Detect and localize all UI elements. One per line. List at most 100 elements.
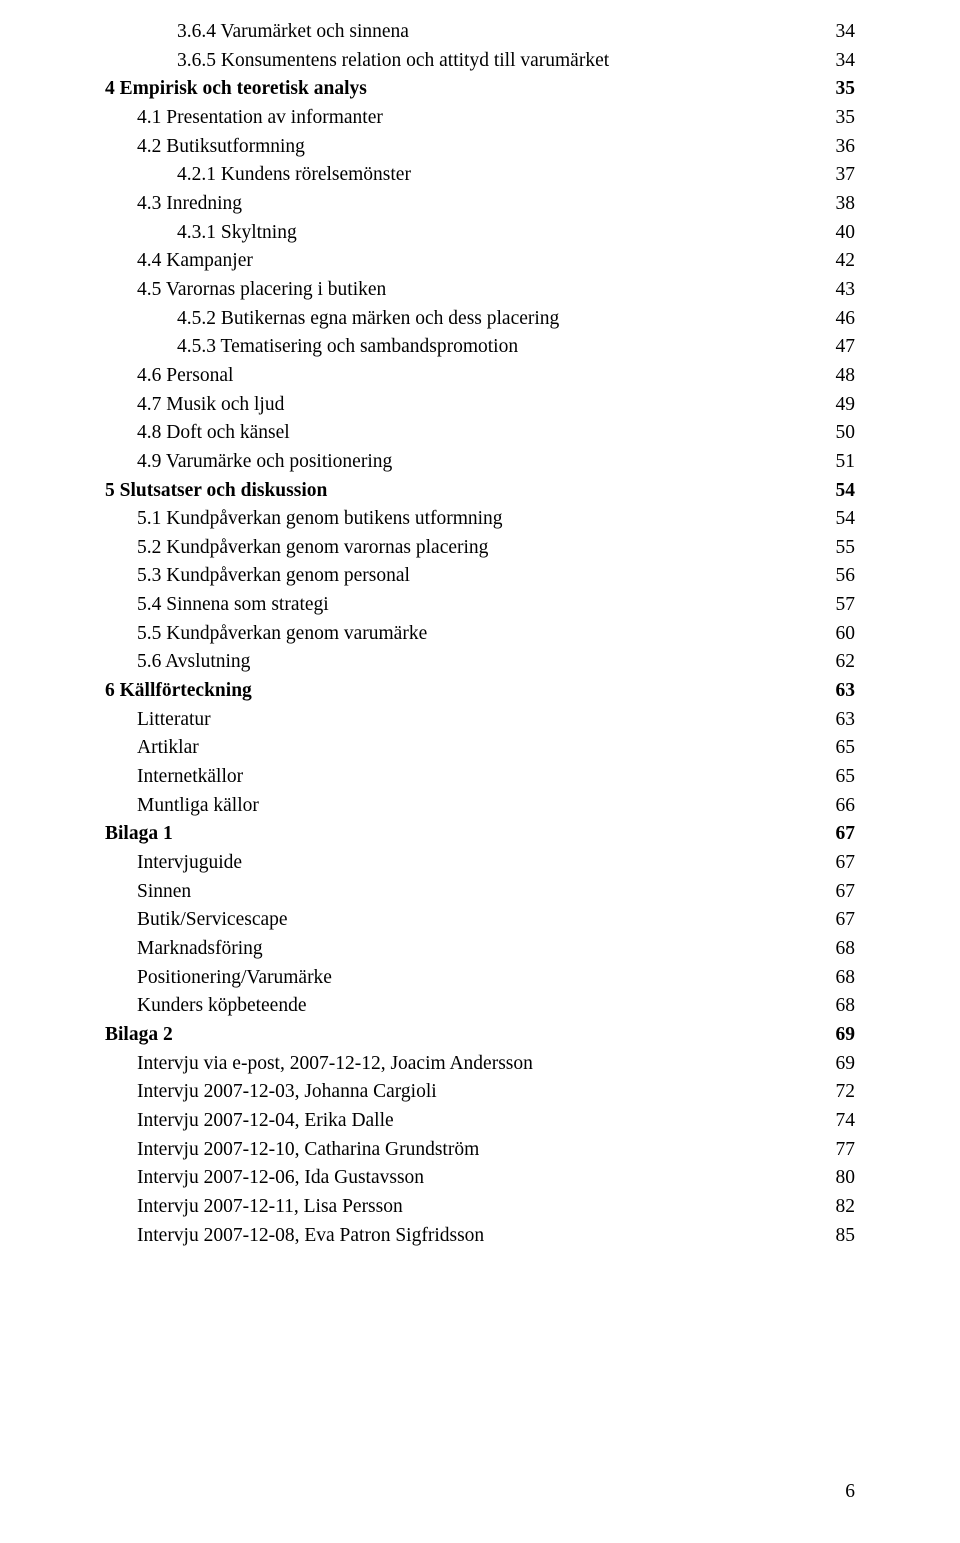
toc-entry-label: 5 Slutsatser och diskussion [105, 477, 327, 506]
toc-entry-page: 49 [832, 391, 856, 420]
toc-entry-label: 3.6.5 Konsumentens relation och attityd … [177, 47, 609, 76]
toc-entry: Intervju 2007-12-06, Ida Gustavsson 80 [105, 1164, 855, 1193]
toc-entry: 6 Källförteckning63 [105, 677, 855, 706]
toc-entry-page: 63 [832, 706, 856, 735]
toc-entry-label: 5.5 Kundpåverkan genom varumärke [137, 620, 427, 649]
toc-entry-page: 72 [832, 1078, 856, 1107]
toc-entry-label: 4.5.2 Butikernas egna märken och dess pl… [177, 305, 559, 334]
toc-entry-page: 43 [832, 276, 856, 305]
toc-entry-label: Bilaga 2 [105, 1021, 173, 1050]
toc-entry-page: 54 [832, 505, 856, 534]
toc-entry-label: Sinnen [137, 878, 191, 907]
toc-entry-label: Muntliga källor [137, 792, 259, 821]
toc-entry: 3.6.5 Konsumentens relation och attityd … [105, 47, 855, 76]
toc-entry: Intervju 2007-12-08, Eva Patron Sigfrids… [105, 1222, 855, 1251]
toc-entry: 4.3.1 Skyltning40 [105, 219, 855, 248]
toc-entry: Intervjuguide 67 [105, 849, 855, 878]
toc-entry-page: 80 [832, 1164, 856, 1193]
toc-entry-page: 34 [832, 47, 856, 76]
toc-entry-label: Intervju 2007-12-11, Lisa Persson [137, 1193, 403, 1222]
toc-entry-page: 69 [832, 1021, 856, 1050]
toc-entry-page: 54 [832, 477, 856, 506]
toc-entry-label: Marknadsföring [137, 935, 263, 964]
page-number: 6 [845, 1481, 855, 1503]
toc-entry-label: 4.2.1 Kundens rörelsemönster [177, 161, 411, 190]
toc-entry-page: 68 [832, 935, 856, 964]
toc-entry-page: 56 [832, 562, 856, 591]
toc-entry-page: 74 [832, 1107, 856, 1136]
toc-entry-label: 4.6 Personal [137, 362, 233, 391]
toc-entry-page: 51 [832, 448, 856, 477]
toc-entry: Intervju 2007-12-04, Erika Dalle74 [105, 1107, 855, 1136]
toc-entry-page: 47 [832, 333, 856, 362]
toc-entry-page: 67 [832, 820, 856, 849]
toc-entry-label: 4.3.1 Skyltning [177, 219, 297, 248]
toc-entry-page: 35 [832, 104, 856, 133]
toc-entry-label: 4.5 Varornas placering i butiken [137, 276, 386, 305]
toc-entry-label: 3.6.4 Varumärket och sinnena [177, 18, 409, 47]
toc-entry-page: 55 [832, 534, 856, 563]
toc-entry-label: Kunders köpbeteende [137, 992, 306, 1021]
toc-entry-label: 4.4 Kampanjer [137, 247, 253, 276]
toc-entry-label: 6 Källförteckning [105, 677, 252, 706]
toc-entry-page: 85 [832, 1222, 856, 1251]
toc-entry: 5 Slutsatser och diskussion 54 [105, 477, 855, 506]
table-of-contents: 3.6.4 Varumärket och sinnena 34 3.6.5 Kons… [105, 18, 855, 1250]
toc-entry-page: 67 [832, 906, 856, 935]
toc-entry-label: Bilaga 1 [105, 820, 173, 849]
toc-entry-label: Positionering/Varumärke [137, 964, 332, 993]
toc-entry-page: 77 [832, 1136, 856, 1165]
toc-entry-page: 42 [832, 247, 856, 276]
toc-entry: 4.5 Varornas placering i butiken 43 [105, 276, 855, 305]
toc-entry-label: 5.3 Kundpåverkan genom personal [137, 562, 410, 591]
toc-entry: Bilaga 2 69 [105, 1021, 855, 1050]
toc-entry: 4.2 Butiksutformning36 [105, 133, 855, 162]
toc-entry: Positionering/Varumärke 68 [105, 964, 855, 993]
toc-entry: Artiklar65 [105, 734, 855, 763]
toc-entry: 5.2 Kundpåverkan genom varornas placerin… [105, 534, 855, 563]
toc-entry-label: 4.9 Varumärke och positionering [137, 448, 392, 477]
toc-entry-label: 4.3 Inredning [137, 190, 242, 219]
toc-entry: 5.1 Kundpåverkan genom butikens utformni… [105, 505, 855, 534]
toc-entry-label: Intervju 2007-12-08, Eva Patron Sigfrids… [137, 1222, 484, 1251]
toc-entry-label: 4.1 Presentation av informanter [137, 104, 383, 133]
toc-entry: Kunders köpbeteende68 [105, 992, 855, 1021]
toc-entry: 4.7 Musik och ljud 49 [105, 391, 855, 420]
toc-entry-label: Intervju 2007-12-10, Catharina Grundströ… [137, 1136, 479, 1165]
toc-entry: 4.3 Inredning38 [105, 190, 855, 219]
toc-entry: 4.2.1 Kundens rörelsemönster37 [105, 161, 855, 190]
toc-entry: 4.5.3 Tematisering och sambandspromotion… [105, 333, 855, 362]
toc-entry: Intervju 2007-12-03, Johanna Cargioli 72 [105, 1078, 855, 1107]
toc-entry-label: 4 Empirisk och teoretisk analys [105, 75, 367, 104]
toc-entry: 5.6 Avslutning62 [105, 648, 855, 677]
toc-entry-label: 4.7 Musik och ljud [137, 391, 284, 420]
toc-entry-page: 60 [832, 620, 856, 649]
toc-entry: Bilaga 1 67 [105, 820, 855, 849]
toc-entry-label: Litteratur [137, 706, 211, 735]
toc-entry-page: 34 [832, 18, 856, 47]
toc-entry-page: 69 [832, 1050, 856, 1079]
toc-entry-label: Intervjuguide [137, 849, 242, 878]
toc-entry: Intervju 2007-12-10, Catharina Grundströ… [105, 1136, 855, 1165]
toc-entry-label: Butik/Servicescape [137, 906, 288, 935]
toc-entry: 4.8 Doft och känsel50 [105, 419, 855, 448]
toc-entry-label: 4.5.3 Tematisering och sambandspromotion [177, 333, 518, 362]
toc-entry-label: 5.2 Kundpåverkan genom varornas placerin… [137, 534, 488, 563]
toc-entry-label: Intervju via e-post, 2007-12-12, Joacim … [137, 1050, 533, 1079]
toc-entry: 4.4 Kampanjer 42 [105, 247, 855, 276]
toc-entry-label: Internetkällor [137, 763, 243, 792]
toc-entry-label: 4.8 Doft och känsel [137, 419, 290, 448]
toc-entry-page: 68 [832, 964, 856, 993]
toc-entry-label: 4.2 Butiksutformning [137, 133, 305, 162]
toc-entry-label: 5.4 Sinnena som strategi [137, 591, 329, 620]
toc-entry: 5.4 Sinnena som strategi 57 [105, 591, 855, 620]
toc-entry: Intervju via e-post, 2007-12-12, Joacim … [105, 1050, 855, 1079]
toc-entry-page: 67 [832, 849, 856, 878]
toc-entry-page: 67 [832, 878, 856, 907]
toc-entry: Sinnen 67 [105, 878, 855, 907]
toc-entry-label: Intervju 2007-12-06, Ida Gustavsson [137, 1164, 424, 1193]
toc-entry-label: Intervju 2007-12-03, Johanna Cargioli [137, 1078, 437, 1107]
toc-entry-label: 5.6 Avslutning [137, 648, 250, 677]
toc-entry-page: 57 [832, 591, 856, 620]
toc-entry-page: 35 [832, 75, 856, 104]
